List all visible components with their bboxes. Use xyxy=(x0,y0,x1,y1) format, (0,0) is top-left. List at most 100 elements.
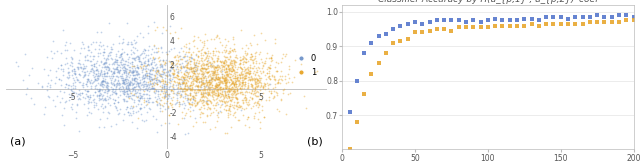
Point xyxy=(216,86,226,89)
Point xyxy=(212,72,223,75)
Point xyxy=(208,89,218,92)
Point xyxy=(196,79,207,81)
Point xyxy=(204,81,214,83)
Point xyxy=(75,74,85,76)
Point xyxy=(204,91,214,94)
Phi xyxy=(396,40,406,42)
Point xyxy=(202,71,212,74)
Point xyxy=(100,75,111,78)
Point xyxy=(161,102,171,104)
Point xyxy=(115,86,125,89)
Point xyxy=(250,81,260,84)
Point xyxy=(148,74,159,76)
Point xyxy=(211,78,221,80)
Point xyxy=(144,45,154,48)
Point xyxy=(139,97,149,100)
Point xyxy=(167,72,177,75)
Point xyxy=(158,92,168,95)
Point xyxy=(252,81,262,84)
Point xyxy=(276,77,286,80)
Point xyxy=(250,54,260,57)
Point xyxy=(121,78,131,80)
Point xyxy=(207,77,217,79)
Point xyxy=(179,89,189,92)
Point xyxy=(83,78,93,81)
Point xyxy=(193,50,203,52)
Point xyxy=(141,110,152,113)
Point xyxy=(265,77,275,80)
Point xyxy=(116,63,126,66)
Point xyxy=(131,73,141,76)
Point xyxy=(230,93,241,95)
Point xyxy=(178,81,188,84)
Point xyxy=(79,97,90,99)
Point xyxy=(99,86,109,88)
Point xyxy=(246,96,257,99)
Point xyxy=(182,71,192,73)
Point xyxy=(191,80,201,82)
Point xyxy=(147,78,157,81)
Point xyxy=(252,95,262,98)
Point xyxy=(109,72,119,75)
Point xyxy=(200,79,211,82)
Point xyxy=(183,75,193,78)
Point xyxy=(224,51,234,54)
Point xyxy=(178,56,188,59)
Point xyxy=(185,106,195,109)
Point xyxy=(207,94,218,97)
Phi xyxy=(497,24,508,27)
Point xyxy=(188,40,198,42)
Point xyxy=(101,61,111,64)
Point xyxy=(136,78,147,80)
Point xyxy=(248,62,258,65)
Point xyxy=(164,88,174,91)
Point xyxy=(185,60,195,63)
Point xyxy=(207,86,217,88)
Point xyxy=(141,99,151,102)
Point xyxy=(212,60,222,62)
Point xyxy=(121,90,131,92)
Point xyxy=(172,96,182,99)
Point xyxy=(122,68,132,71)
Point xyxy=(72,103,82,106)
Point xyxy=(246,77,257,80)
Point xyxy=(124,94,134,97)
Point xyxy=(84,94,95,97)
Point xyxy=(104,88,115,91)
Point xyxy=(171,102,181,105)
Point xyxy=(182,89,192,92)
Point xyxy=(68,82,79,84)
Point xyxy=(215,79,225,82)
Point xyxy=(193,67,203,70)
Point xyxy=(69,48,79,51)
Point xyxy=(219,59,229,62)
Point xyxy=(289,76,300,79)
Point xyxy=(109,102,119,105)
Point xyxy=(223,86,233,89)
Point xyxy=(145,57,155,60)
Point xyxy=(225,110,235,113)
Point xyxy=(83,100,93,102)
Point xyxy=(177,89,187,92)
Point xyxy=(161,82,172,85)
Point xyxy=(128,88,138,91)
Point xyxy=(209,68,219,70)
Point xyxy=(151,47,161,49)
Point xyxy=(127,70,138,73)
Point xyxy=(114,63,124,66)
Phi xyxy=(548,23,559,25)
Point xyxy=(71,75,81,78)
Point xyxy=(120,68,130,71)
Point xyxy=(264,56,275,59)
Point xyxy=(203,91,213,93)
Point xyxy=(225,50,235,52)
Point xyxy=(247,78,257,81)
Point xyxy=(130,76,140,79)
Point xyxy=(166,90,177,93)
Point xyxy=(131,71,141,73)
Point xyxy=(179,73,189,75)
Point xyxy=(193,88,203,91)
Point xyxy=(220,77,230,80)
Point xyxy=(250,78,260,80)
Point xyxy=(244,78,254,81)
